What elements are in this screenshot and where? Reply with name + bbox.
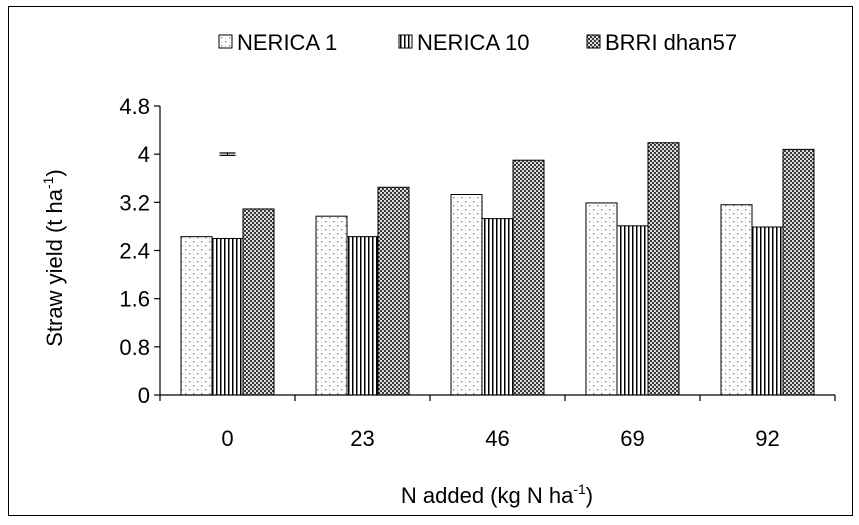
bar-dots — [315, 215, 348, 396]
y-axis-title-end: ) — [42, 169, 67, 176]
x-axis-title-end: ) — [586, 483, 593, 508]
chart-legend: NERICA 1 NERICA 10 BRRI dhan57 — [218, 30, 737, 55]
y-tick-label: 3.2 — [119, 190, 150, 215]
bar-vlines — [211, 237, 244, 396]
x-tick-label: 46 — [485, 426, 509, 451]
chart-frame — [8, 6, 853, 516]
bar-dots — [585, 202, 618, 396]
x-axis-ticks: 0 23 46 69 92 — [159, 395, 836, 451]
y-axis-ticks: 0 0.8 1.6 2.4 3.2 4 4.8 — [119, 94, 160, 408]
y-tick-label: 2.4 — [119, 239, 150, 264]
y-tick-label: 0 — [138, 383, 150, 408]
bar-vlines — [346, 236, 379, 396]
x-axis-title: N added (kg N ha-1) — [401, 481, 593, 508]
bar-vlines — [481, 218, 514, 396]
bar-checker — [782, 148, 815, 396]
bars-group — [180, 142, 815, 396]
y-axis-title-main: Straw yield (t ha — [42, 188, 67, 346]
y-tick-label: 1.6 — [119, 287, 150, 312]
legend-swatch-checker — [586, 34, 601, 49]
legend-label: BRRI dhan57 — [605, 30, 737, 55]
legend-label: NERICA 1 — [237, 30, 337, 55]
x-axis-title-main: N added (kg N ha — [401, 483, 574, 508]
legend-swatch-dots — [218, 34, 233, 49]
x-tick-label: 0 — [221, 426, 233, 451]
y-tick-label: 4.8 — [119, 94, 150, 119]
bar-vlines — [616, 225, 649, 396]
y-tick-label: 4 — [138, 142, 150, 167]
bar-checker — [512, 159, 545, 396]
x-tick-label: 69 — [620, 426, 644, 451]
bar-vlines — [751, 226, 784, 396]
bar-dots — [450, 194, 483, 396]
x-tick-label: 23 — [350, 426, 374, 451]
y-axis-title-superscript: -1 — [40, 176, 56, 189]
bar-dots — [720, 204, 753, 396]
legend-swatch-vlines — [398, 34, 413, 49]
bar-checker — [377, 186, 410, 396]
bar-checker — [647, 142, 680, 396]
x-axis-title-superscript: -1 — [573, 481, 586, 497]
y-tick-label: 0.8 — [119, 335, 150, 360]
y-axis-title: Straw yield (t ha-1) — [40, 169, 67, 347]
legend-label: NERICA 10 — [417, 30, 530, 55]
error-bars-group — [219, 152, 236, 156]
x-tick-label: 92 — [755, 426, 779, 451]
bar-dots — [180, 236, 213, 396]
bar-checker — [242, 208, 275, 396]
